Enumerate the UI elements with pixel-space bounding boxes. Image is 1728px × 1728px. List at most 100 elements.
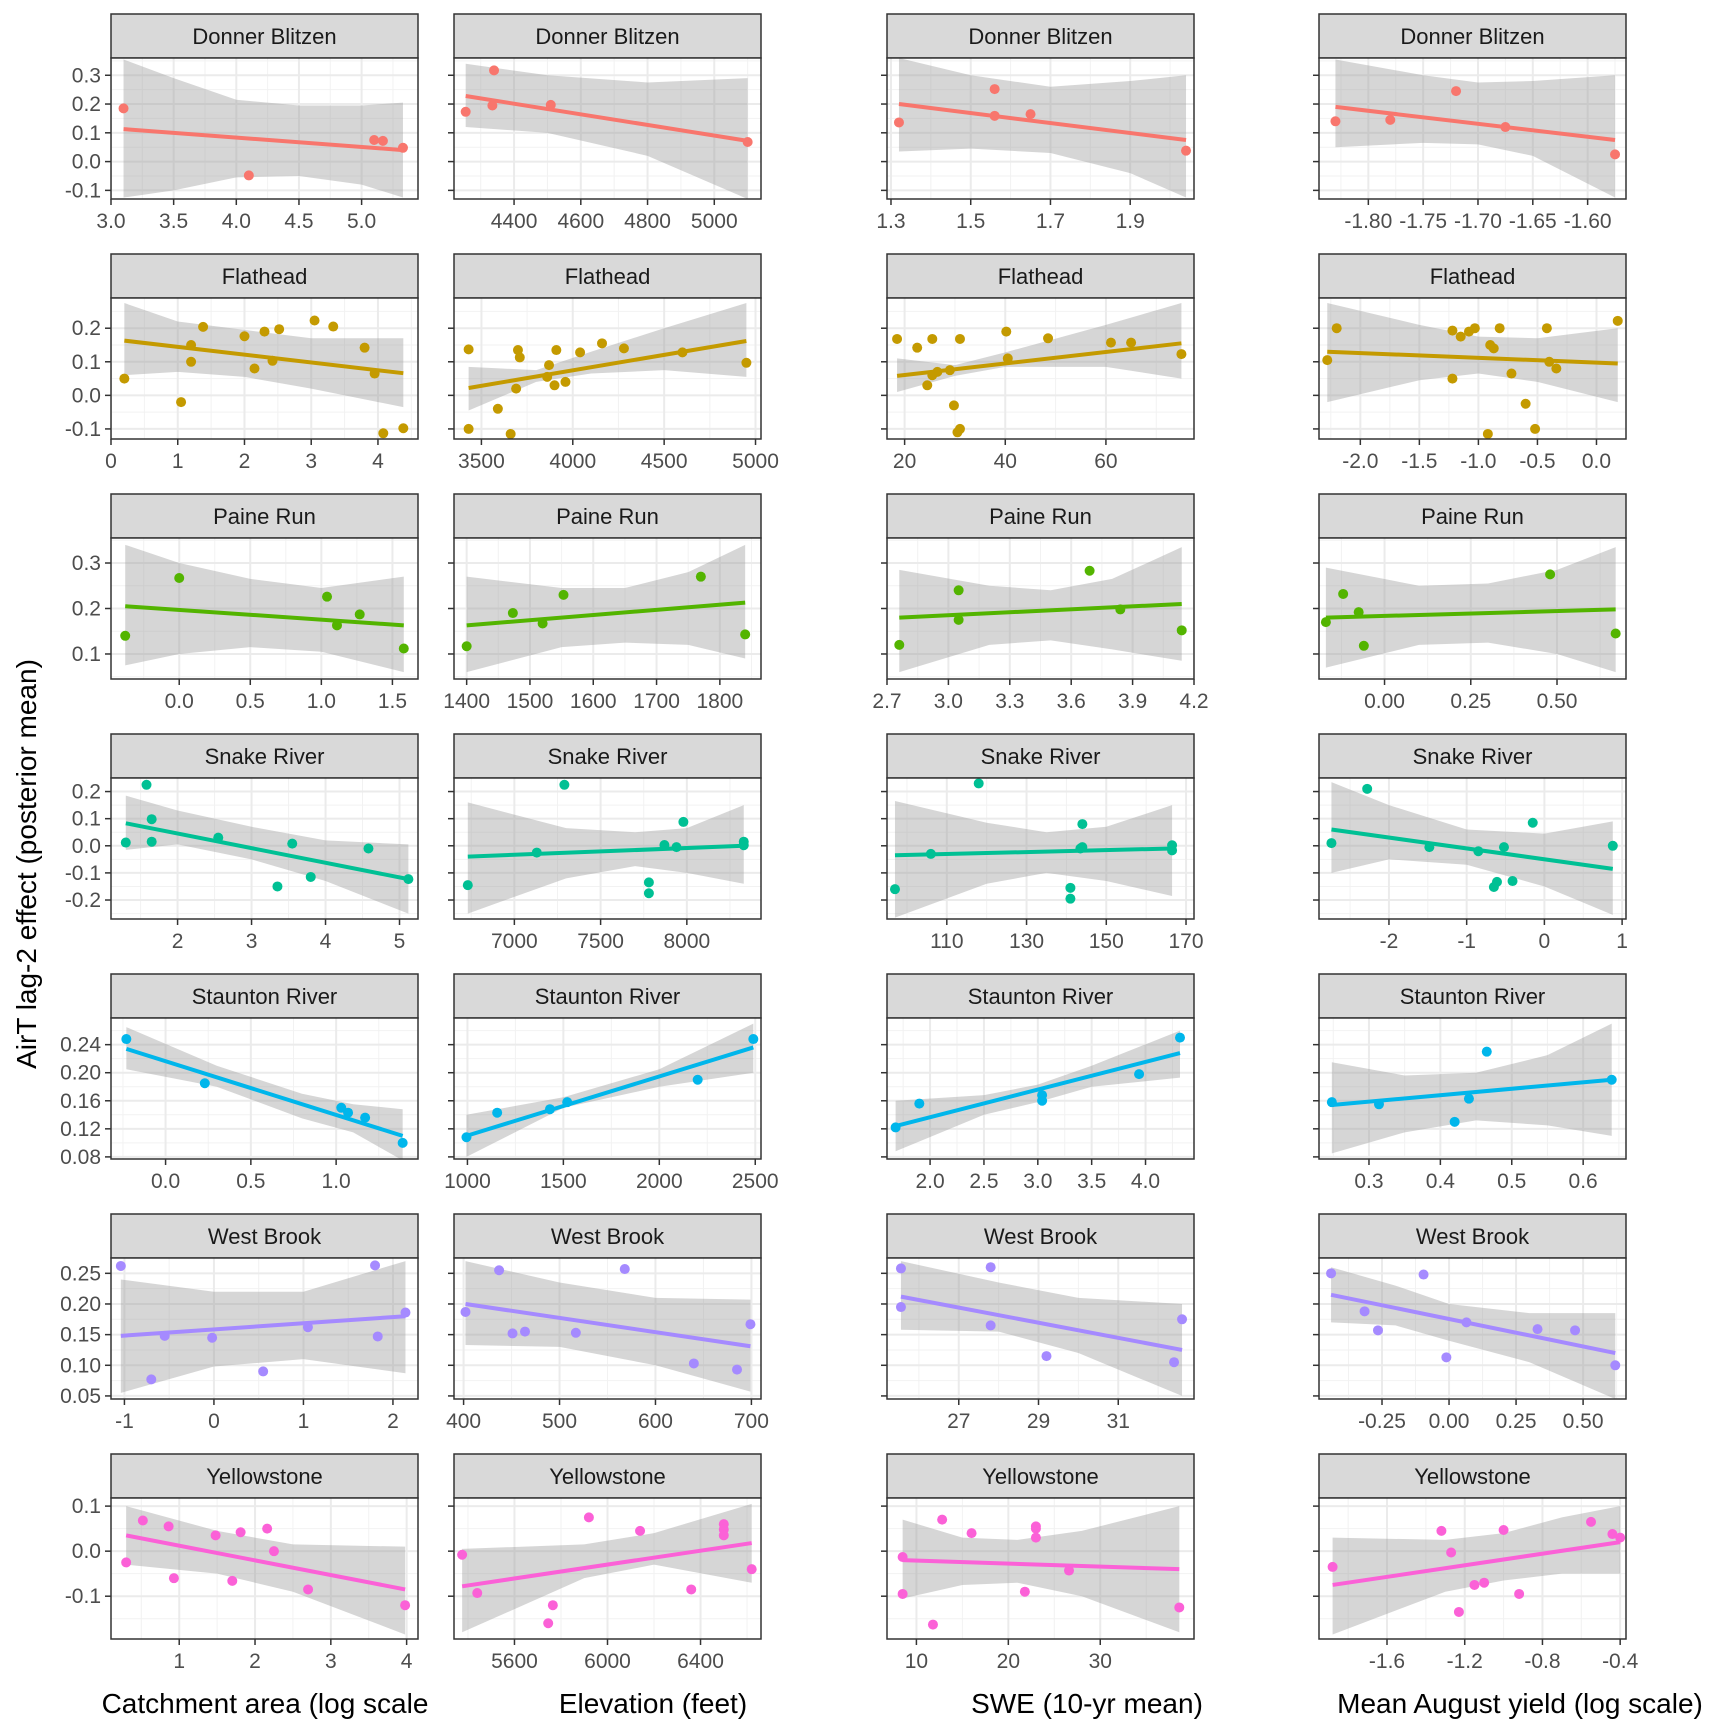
x-tick-label: 1800 (696, 690, 743, 713)
facet-strip (110, 13, 419, 59)
panel-grid: Donner Blitzen -0.1 0.0 0.1 0.2 0.3 3.0 3.5 4.0 4… (60, 13, 1639, 1673)
facet-strip-label: Yellowstone (982, 1464, 1099, 1489)
x-tick-label: -1.2 (1447, 1650, 1483, 1673)
facet-strip-label: Snake River (548, 744, 668, 769)
data-point (954, 423, 965, 434)
y-tick-label: 0.3 (72, 552, 101, 575)
facet-strip (110, 1213, 419, 1259)
data-point (1320, 617, 1331, 628)
y-tick-label: 0.24 (60, 1034, 101, 1057)
data-point (305, 871, 316, 882)
facet-strip-label: Flathead (565, 264, 651, 289)
confidence-band (900, 1261, 1183, 1396)
data-point (1586, 1516, 1597, 1527)
data-point (398, 423, 409, 434)
x-tick-label: 2 (239, 450, 251, 473)
data-point (1482, 428, 1493, 439)
x-tick-label: 600 (638, 1410, 673, 1433)
data-point (268, 1546, 279, 1557)
x-tick-label: 0.0 (165, 690, 194, 713)
data-point (457, 1549, 468, 1560)
data-point (927, 1619, 938, 1630)
panel-paine-run-0: Paine Run 0.1 0.2 0.3 0.0 0.5 1.0 1.5 (72, 493, 419, 713)
data-point (745, 1319, 756, 1330)
facet-strip (1318, 1213, 1627, 1259)
facet-strip (453, 733, 762, 779)
facet-strip-label: Snake River (981, 744, 1101, 769)
panel-yellowstone-2: Yellowstone 10 20 30 (881, 1453, 1195, 1673)
data-point (397, 142, 408, 153)
regression-line (900, 1294, 1183, 1352)
data-point (643, 888, 654, 899)
regression-line (465, 94, 748, 143)
data-point (1447, 373, 1458, 384)
panel-border (453, 777, 762, 920)
data-point (551, 345, 562, 356)
regression-line (123, 127, 404, 153)
data-point (309, 315, 320, 326)
x-tick-label: 4000 (549, 450, 596, 473)
data-point (1615, 1532, 1626, 1543)
data-point (462, 880, 473, 891)
plot-area (454, 298, 761, 439)
data-point (1520, 398, 1531, 409)
facet-strip (110, 253, 419, 299)
panel-border (453, 1257, 762, 1400)
data-point (989, 84, 1000, 95)
panel-border (110, 1257, 419, 1400)
y-tick-label: -0.1 (65, 1585, 101, 1608)
data-point (678, 816, 689, 827)
plot-area (1319, 538, 1626, 679)
x-tick-label: 700 (734, 1410, 769, 1433)
data-point (1461, 1317, 1472, 1328)
y-tick-label: 0.20 (60, 1293, 101, 1316)
x-tick-label: 3.0 (934, 690, 963, 713)
data-point (1551, 363, 1562, 374)
regression-line (1335, 104, 1616, 142)
data-point (460, 106, 471, 117)
panel-border (1318, 297, 1627, 440)
data-point (1530, 423, 1541, 434)
confidence-band (462, 1503, 752, 1633)
x-tick-label: 130 (1009, 930, 1044, 953)
confidence-band (1331, 1023, 1612, 1154)
data-point (897, 1552, 908, 1563)
x-tick-label: 7500 (577, 930, 624, 953)
facet-strip-label: Yellowstone (1414, 1464, 1531, 1489)
data-point (461, 1132, 472, 1143)
regression-line (1330, 1292, 1616, 1355)
confidence-band (123, 59, 403, 198)
data-point (302, 1322, 313, 1333)
plot-area (887, 1498, 1194, 1639)
data-point (912, 342, 923, 353)
plot-area (454, 1498, 761, 1639)
panel-border (886, 1017, 1195, 1160)
x-tick-label: 8000 (663, 930, 710, 953)
y-tick-label: -0.1 (65, 418, 101, 441)
data-point (398, 643, 409, 654)
facet-strip-label: West Brook (1416, 1224, 1530, 1249)
data-point (274, 324, 285, 335)
data-point (1105, 337, 1116, 348)
panel-yellowstone-0: Yellowstone -0.1 0.0 0.1 1 2 3 4 (65, 1453, 419, 1673)
facet-strip-label: Staunton River (1400, 984, 1546, 1009)
x-tick-label: 1.0 (322, 1170, 351, 1193)
data-point (1507, 876, 1518, 887)
data-point (953, 614, 964, 625)
data-point (461, 641, 472, 652)
data-point (989, 110, 1000, 121)
data-point (619, 1264, 630, 1275)
data-point (1177, 1314, 1188, 1325)
y-tick-label: 0.0 (72, 1540, 101, 1563)
data-point (1446, 1547, 1457, 1558)
x-tick-label: 0 (105, 450, 117, 473)
x-tick-label: 5000 (732, 450, 779, 473)
panel-border (1318, 1017, 1627, 1160)
data-point (370, 1260, 381, 1271)
x-tick-label: 0.0 (151, 1170, 180, 1193)
facet-strip (1318, 1453, 1627, 1499)
panel-snake-river-2: Snake River 110 130 150 170 (881, 733, 1204, 953)
facet-strip-label: Flathead (222, 264, 308, 289)
x-tick-label: 4 (401, 1650, 413, 1673)
data-point (174, 573, 185, 584)
